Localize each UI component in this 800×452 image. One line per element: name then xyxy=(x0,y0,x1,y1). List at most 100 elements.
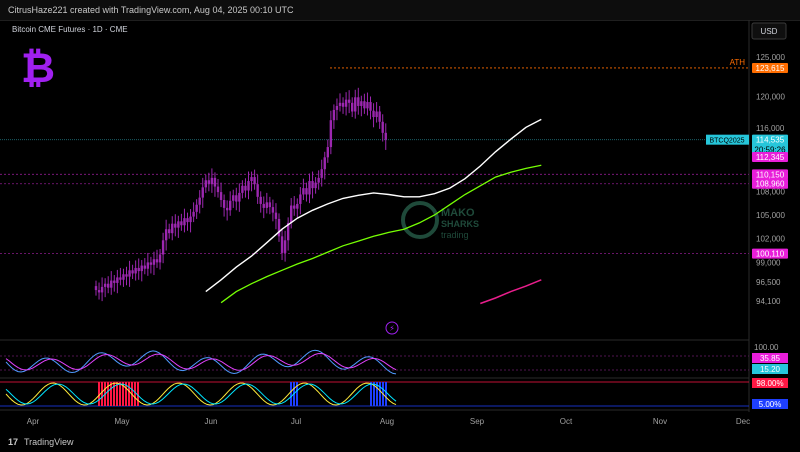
oscillator-overbought-bar xyxy=(128,382,130,406)
candle-body xyxy=(189,216,192,223)
created-by-text: CitrusHaze221 created with TradingView.c… xyxy=(8,5,294,15)
candle-body xyxy=(311,181,314,189)
candle-body xyxy=(97,290,101,293)
y-tick-label: 96,500 xyxy=(756,278,781,287)
candle-body xyxy=(378,111,381,122)
candle-body xyxy=(354,97,357,112)
candle-body xyxy=(195,204,198,212)
candle-body xyxy=(149,262,153,265)
price-label: 100,110 xyxy=(756,250,785,259)
oscillator-oversold-bar xyxy=(296,382,298,406)
x-tick-label: Aug xyxy=(380,417,394,426)
candle-body xyxy=(250,177,253,182)
candle-body xyxy=(375,111,378,118)
y-tick-label: 125,000 xyxy=(756,53,785,62)
candle-body xyxy=(177,221,180,228)
candle-body xyxy=(357,97,360,106)
watermark-line1: MAKO xyxy=(441,207,475,219)
candle-body xyxy=(268,202,272,208)
candle-body xyxy=(100,286,104,293)
currency-label: USD xyxy=(761,27,778,36)
candle-body xyxy=(216,186,220,193)
tradingview-brand: TradingView xyxy=(24,437,74,447)
rsi-top-tick: 100.00 xyxy=(754,343,779,352)
candle-body xyxy=(290,205,293,223)
candle-body xyxy=(207,180,211,185)
candle-body xyxy=(372,110,375,118)
bitcoin-logo-icon: ₿ xyxy=(21,43,55,92)
candle-body xyxy=(253,177,256,185)
oscillator-oversold-bar xyxy=(370,382,372,406)
price-label-box xyxy=(752,178,788,189)
symbol-title: Bitcoin CME Futures · 1D · CME xyxy=(12,25,128,34)
candle-body xyxy=(332,109,336,121)
oscillator-oversold-bar xyxy=(290,382,292,406)
price-label-countdown: 20:59:26 xyxy=(754,146,786,155)
candle-body xyxy=(103,283,107,287)
candle-body xyxy=(320,169,323,178)
rsi-label: 15.20 xyxy=(760,365,781,374)
y-tick-label: 99,000 xyxy=(756,258,781,267)
candle-body xyxy=(259,196,262,204)
candle-body xyxy=(381,121,384,133)
candle-body xyxy=(329,120,333,148)
oscillator-oversold-bar xyxy=(373,382,375,406)
oscillator-overbought-bar xyxy=(98,382,100,406)
rsi-label: 35.85 xyxy=(760,354,781,363)
oscillator-overbought-bar xyxy=(125,382,127,406)
candle-body xyxy=(143,265,146,269)
price-label: 108,960 xyxy=(756,180,785,189)
rsi-label-box xyxy=(752,364,788,374)
candle-body xyxy=(168,229,171,234)
candle-body xyxy=(213,177,217,187)
candle-body xyxy=(280,236,284,253)
y-tick-label: 94,100 xyxy=(756,297,781,306)
candle-body xyxy=(152,259,156,265)
oscillator-label-box xyxy=(752,399,788,409)
oscillator-overbought-bar xyxy=(101,382,103,406)
x-tick-label: Apr xyxy=(27,417,40,426)
y-tick-label: 108,000 xyxy=(756,187,785,196)
candle-body xyxy=(180,221,183,226)
price-label-box xyxy=(752,169,788,180)
oscillator-overbought-bar xyxy=(116,382,118,406)
candle-body xyxy=(265,202,268,208)
candle-body xyxy=(146,262,150,269)
candle-body xyxy=(161,240,165,255)
price-label-box xyxy=(752,62,788,73)
footer: 17 TradingView xyxy=(0,432,800,452)
candle-body xyxy=(341,102,345,107)
y-tick-label: 120,000 xyxy=(756,93,785,102)
oscillator-d-line xyxy=(5,383,397,405)
candle-body xyxy=(192,211,195,217)
candle-body xyxy=(222,199,226,208)
candle-body xyxy=(155,259,159,263)
y-tick-label: 116,000 xyxy=(756,124,785,133)
x-tick-label: Dec xyxy=(736,417,750,426)
price-label-box xyxy=(752,248,788,259)
candle-body xyxy=(232,195,235,201)
candle-body xyxy=(299,194,302,204)
x-tick-label: Oct xyxy=(560,417,573,426)
candle-body xyxy=(274,212,278,219)
moving-average-fast-line xyxy=(205,118,542,293)
candle-body xyxy=(277,218,281,237)
candle-body xyxy=(286,222,290,241)
oscillator-label: 98.00% xyxy=(756,379,783,388)
candle-body xyxy=(158,254,162,263)
rsi-line xyxy=(5,349,397,375)
top-bar: CitrusHaze221 created with TradingView.c… xyxy=(0,0,800,21)
candle-body xyxy=(384,132,387,140)
oscillator-k-line xyxy=(5,382,397,406)
candle-body xyxy=(131,270,134,274)
price-chart[interactable]: Bitcoin CME Futures · 1D · CME USD ₿ MAKOSH… xyxy=(0,20,800,432)
oscillator-oversold-bar xyxy=(376,382,378,406)
candle-body xyxy=(137,267,140,272)
candle-body xyxy=(94,286,98,291)
candle-body xyxy=(344,99,348,107)
candle-body xyxy=(113,280,116,283)
candle-body xyxy=(360,101,363,106)
price-label-box xyxy=(752,134,788,155)
candle-body xyxy=(210,177,214,185)
price-label: 110,150 xyxy=(756,170,785,179)
